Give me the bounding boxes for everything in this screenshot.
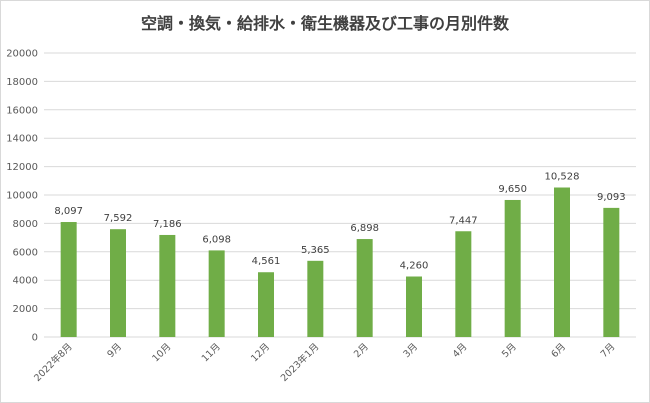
bar [455,231,472,337]
bar [258,272,274,337]
x-tick-label: 2022年8月 [31,341,74,384]
bar [159,234,176,337]
y-tick-label: 0 [32,333,38,344]
bar [504,199,521,337]
y-axis-ticks: 0 2000 4000 6000 8000 10000 12000 14000 16000 180… [6,49,38,344]
x-tick-label: 11月 [200,341,223,364]
data-label: 6,898 [350,223,379,234]
data-label: 7,186 [153,219,182,230]
data-label: 10,528 [545,172,580,183]
bar [603,207,620,337]
x-tick-label: 7月 [599,341,618,360]
x-tick-label: 6月 [549,341,568,360]
bar [60,222,77,337]
y-tick-label: 10000 [6,191,38,202]
data-label: 9,093 [597,192,626,203]
y-tick-label: 18000 [6,77,38,88]
x-tick-label: 2023年1月 [278,341,321,384]
x-tick-label: 5月 [500,341,519,360]
bar [554,187,570,337]
x-tick-label: 12月 [249,341,272,364]
x-tick-label: 2月 [352,341,371,360]
bar [110,229,126,337]
bar [356,239,373,337]
y-tick-label: 8000 [13,219,38,230]
y-tick-label: 4000 [13,276,38,287]
y-tick-label: 2000 [13,304,38,315]
gridlines [44,52,636,338]
y-tick-label: 6000 [13,247,38,258]
data-label: 6,098 [202,234,231,245]
x-tick-label: 9月 [105,341,124,360]
data-label: 8,097 [54,206,83,217]
data-label: 7,447 [449,215,478,226]
data-labels: 8,097 7,592 7,186 6,098 4,561 5,365 6,898 4,260… [54,172,625,272]
data-label: 4,561 [252,256,281,267]
bars [60,187,620,337]
y-tick-label: 16000 [6,105,38,116]
bar [208,250,225,337]
y-tick-label: 14000 [6,134,38,145]
bar [307,260,324,337]
x-tick-label: 10月 [150,341,173,364]
data-label: 7,592 [104,213,133,224]
x-axis-categories: 2022年8月 9月 10月 11月 12月 2023年1月 2月 3月 4月 5月 6月 7月 [31,341,617,384]
y-tick-label: 12000 [6,162,38,173]
y-tick-label: 20000 [6,49,38,60]
data-label: 5,365 [301,245,330,256]
data-label: 4,260 [400,261,429,272]
bar [406,276,422,337]
data-label: 9,650 [498,184,527,195]
chart-title: 空調・換気・給排水・衛生機器及び工事の月別件数 [140,14,509,33]
x-tick-label: 4月 [451,341,470,360]
x-tick-label: 3月 [401,341,420,360]
